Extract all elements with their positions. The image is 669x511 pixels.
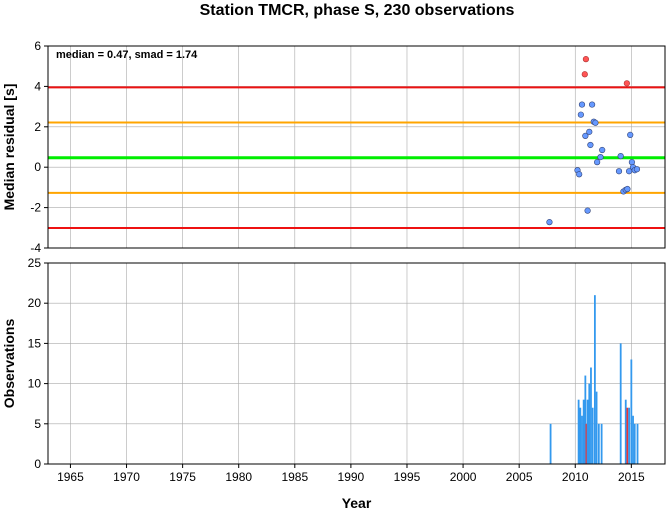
observation-bar [619, 343, 622, 464]
observation-bar [590, 367, 592, 464]
observation-bar [577, 399, 580, 464]
x-tick-label: 2015 [618, 470, 645, 484]
residual-y-axis-label: Median residual [s] [1, 84, 17, 211]
observation-bar [581, 415, 583, 464]
y-tick-label: 0 [34, 160, 41, 174]
residual-point [628, 159, 636, 166]
residual-point [577, 111, 584, 118]
residual-point [587, 141, 594, 149]
residual-point [546, 219, 553, 226]
observation-bar [584, 375, 587, 464]
observation-bar [633, 423, 636, 464]
chart-title: Station TMCR, phase S, 230 observations [200, 2, 515, 19]
y-tick-label: -2 [30, 201, 41, 215]
observation-bar [636, 423, 639, 464]
residual-outlier-point [623, 80, 630, 87]
observation-bar [600, 423, 603, 464]
residual-point [594, 159, 601, 166]
observation-bar [549, 423, 552, 464]
observations-y-axis-label: Observations [1, 319, 17, 409]
y-tick-label: 0 [34, 457, 41, 471]
observation-bar [586, 399, 589, 464]
y-tick-label: 4 [34, 79, 41, 93]
observations-bars [549, 295, 639, 464]
observation-bar [630, 359, 633, 464]
year-x-ticks: 1965 1970 1975 1980 1985 1990 1995 2000 2005 2010… [57, 464, 645, 484]
x-tick-label: 1970 [113, 470, 140, 484]
residual-point [576, 171, 583, 178]
observations-panel: 0 5 10 15 20 25 1965 1970 1975 1980 1985 1990 1995 2… [1, 256, 666, 511]
observation-bar [579, 407, 582, 464]
residual-point [582, 132, 589, 139]
y-tick-label: 10 [28, 377, 42, 391]
y-tick-label: 20 [28, 296, 42, 310]
residual-point [627, 131, 634, 138]
residual-panel: -4 -2 0 2 4 6 median = 0.47, smad = 1.74 Medi… [1, 39, 666, 255]
x-tick-label: 2010 [562, 470, 589, 484]
x-tick-label: 1985 [281, 470, 308, 484]
residual-point [584, 207, 591, 214]
observation-bar [591, 407, 594, 464]
observation-bar [582, 399, 585, 464]
residual-point [592, 119, 599, 126]
x-tick-label: 1965 [57, 470, 84, 484]
residual-point [599, 146, 606, 154]
residual-point [578, 101, 586, 108]
residual-outlier-point [582, 56, 590, 63]
median-smad-annotation: median = 0.47, smad = 1.74 [56, 49, 198, 61]
residual-point [633, 166, 641, 173]
x-tick-label: 2005 [506, 470, 533, 484]
x-tick-label: 2000 [450, 470, 477, 484]
observations-plot-border [47, 262, 666, 465]
y-tick-label: -4 [30, 241, 41, 255]
y-tick-label: 25 [28, 256, 42, 270]
y-tick-label: 6 [34, 39, 41, 53]
residual-y-ticks: -4 -2 0 2 4 6 [30, 39, 48, 255]
observation-bar [624, 399, 627, 464]
observation-bar [632, 415, 634, 464]
residual-plot-border [47, 45, 666, 249]
x-tick-label: 1990 [338, 470, 365, 484]
residual-outlier-point [581, 71, 588, 78]
observations-plot-area [48, 263, 665, 464]
residual-points [546, 56, 641, 226]
residual-plot-area [48, 46, 665, 248]
observation-bar [593, 295, 596, 464]
residual-point [617, 152, 624, 160]
residual-point [624, 185, 631, 193]
observation-bar [595, 391, 598, 464]
y-tick-label: 5 [34, 417, 41, 431]
residual-point [586, 128, 593, 135]
observation-bar [628, 407, 631, 464]
residual-reference-lines [48, 86, 665, 230]
observation-bar [588, 383, 591, 464]
y-tick-label: 2 [34, 120, 41, 134]
observation-bar [597, 423, 600, 464]
x-tick-label: 1975 [169, 470, 196, 484]
residual-point [588, 101, 596, 108]
residual-point [597, 154, 604, 161]
observations-y-ticks: 0 5 10 15 20 25 [28, 256, 48, 471]
x-tick-label: 1980 [225, 470, 252, 484]
residual-point [615, 168, 623, 175]
observation-bar-outlier [626, 407, 629, 464]
x-tick-label: 1995 [394, 470, 421, 484]
year-x-axis-label: Year [342, 495, 372, 511]
y-tick-label: 15 [28, 336, 42, 350]
observation-bar-outlier [585, 423, 588, 464]
